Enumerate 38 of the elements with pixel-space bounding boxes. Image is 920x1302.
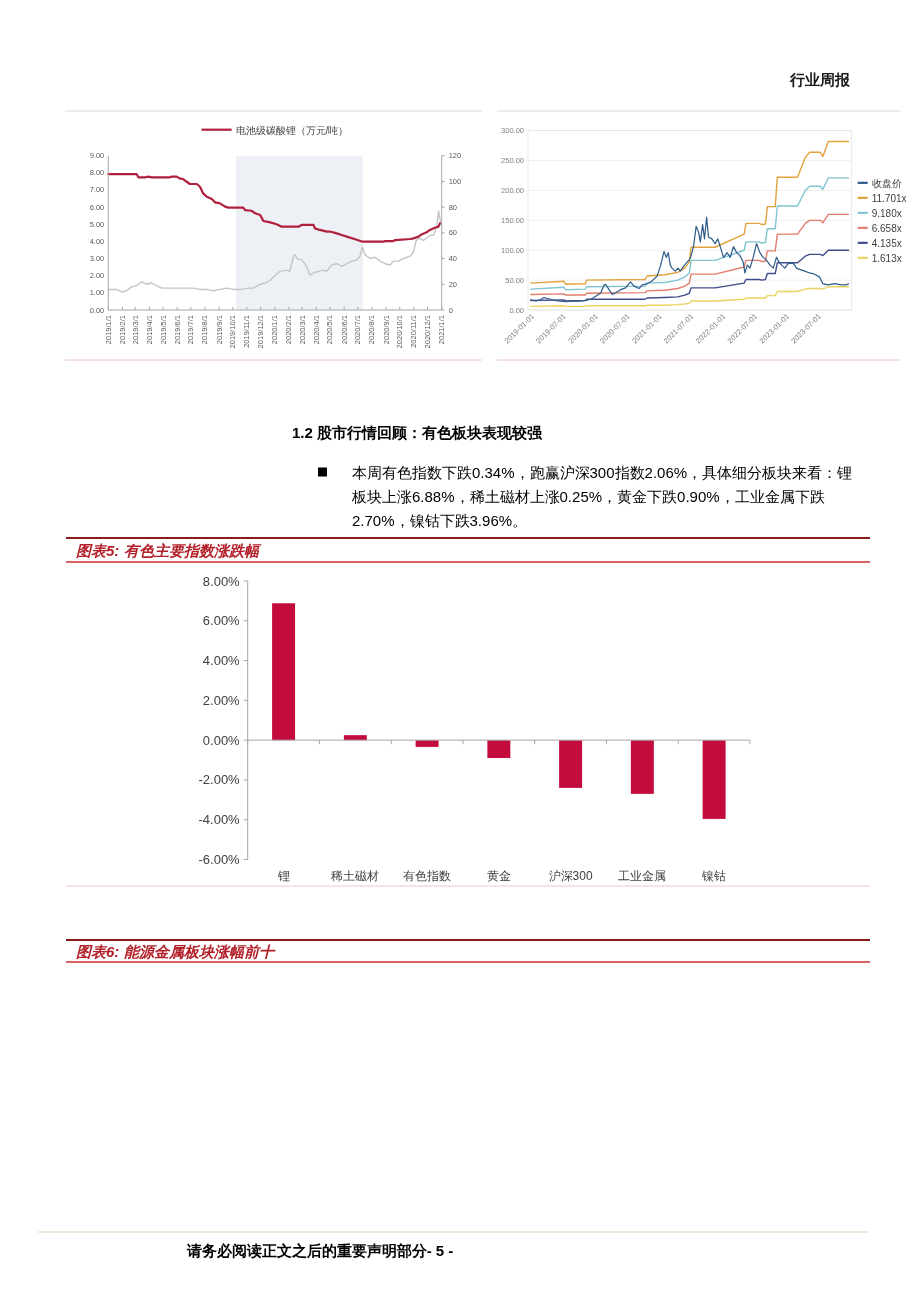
bar <box>272 603 296 741</box>
text: 本周有色指数下跌0.34%，跑赢沪深300指数2.06%，具体细分板块来看：锂板块上涨6.88%，稀土磁材上涨0.25%，黄金下跌0.90%，工业金属下跌2.70%，镍钴下跌3.96%。 <box>351 463 853 529</box>
legend-label: 1.613x <box>871 252 902 264</box>
line-series <box>530 177 850 291</box>
x-tick-label: 黄金 <box>486 868 511 883</box>
x-tick-label: 沪深300 <box>548 868 593 883</box>
text: 请务必阅读正文之后的重要声明部分- 5 - <box>185 1241 454 1259</box>
y-tick-label: -2.00% <box>198 772 241 788</box>
x-tick-label: 工业金属 <box>618 868 667 883</box>
bar <box>559 740 583 788</box>
x-tick-label: 镍钴 <box>701 868 727 883</box>
y-tick-label: -6.00% <box>198 852 241 867</box>
x-tick-label: 有色指数 <box>403 868 452 883</box>
line-series <box>530 140 850 285</box>
y-tick-label: 8.00% <box>202 573 241 589</box>
line-series <box>530 285 850 308</box>
bar <box>702 740 726 819</box>
text: 1.2 股市行情回顾：有色板块表现较强 <box>292 423 544 441</box>
y-tick-label: 2.00% <box>202 692 241 708</box>
x-tick-label: 锂 <box>276 868 290 883</box>
legend-label: 电池级碳酸锂（万元/吨） <box>235 124 349 136</box>
chart-title: 图表5: 有色主要指数涨跌幅 <box>76 541 262 559</box>
legend-label: 4.135x <box>871 237 902 249</box>
x-tick-label: 稀土磁材 <box>331 868 380 883</box>
text: 行业周报 <box>789 70 851 88</box>
legend-label: 收盘价 <box>871 177 902 189</box>
y-tick-label: 4.00% <box>202 653 241 669</box>
legend-label: 9.180x <box>871 207 902 219</box>
y-tick-label: -4.00% <box>198 812 241 828</box>
legend-label: 6.658x <box>871 222 902 234</box>
bar <box>487 740 511 759</box>
y-tick-label: 6.00% <box>202 613 241 629</box>
line-series <box>107 172 441 243</box>
text: 图表6: 能源金属板块涨幅前十 <box>76 942 276 960</box>
legend-label: 11.701x <box>871 192 907 204</box>
y-tick-label: 0.00% <box>202 732 241 748</box>
line-series <box>107 210 442 293</box>
bar <box>630 740 654 794</box>
